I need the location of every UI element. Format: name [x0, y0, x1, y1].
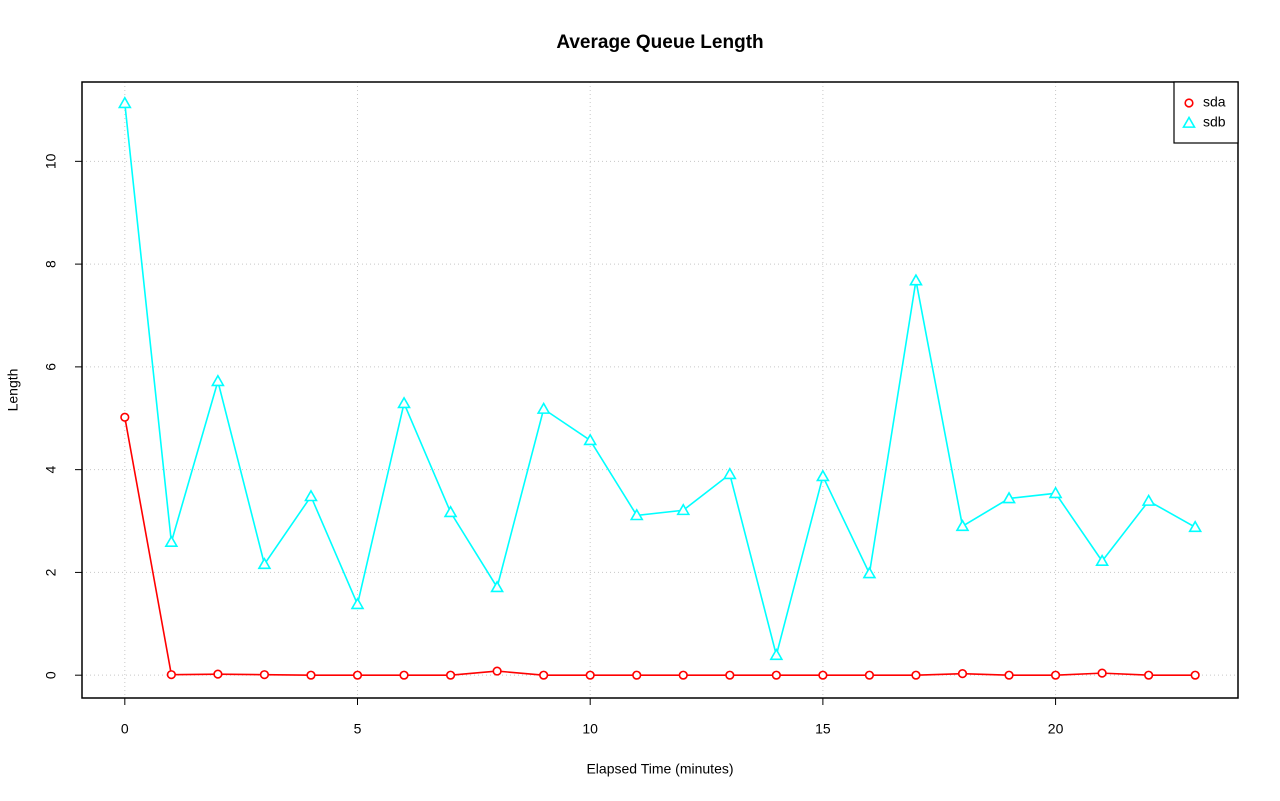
y-tick-label: 4: [43, 466, 59, 474]
plot-frame: [81, 81, 1239, 699]
y-axis-label: Length: [5, 369, 21, 412]
data-point: [166, 670, 176, 680]
data-point: [120, 412, 130, 422]
data-point: [911, 670, 921, 680]
data-point: [955, 519, 970, 532]
data-point: [1141, 493, 1156, 506]
data-point: [1190, 670, 1200, 680]
data-point: [352, 670, 363, 680]
y-tick-label: 10: [43, 153, 59, 169]
data-point: [676, 503, 691, 516]
x-tick-label: 5: [354, 721, 362, 737]
legend-marker: [1184, 98, 1194, 108]
data-point: [259, 670, 270, 680]
x-tick-label: 20: [1048, 721, 1064, 737]
data-point: [211, 374, 225, 387]
x-tick-label: 10: [582, 721, 598, 737]
data-point: [306, 670, 316, 680]
data-point: [399, 670, 409, 680]
plot-area: 0 5 10 15 20 0 2 4 6 8 10: [43, 82, 1238, 737]
data-point: [443, 505, 458, 518]
data-point: [629, 508, 644, 521]
x-tick-label: 0: [121, 721, 129, 737]
data-point: [536, 401, 551, 414]
data-point: [164, 534, 179, 548]
legend-label: sdb: [1203, 114, 1226, 130]
data-point: [864, 670, 875, 680]
data-point: [1144, 670, 1154, 680]
x-axis-label: Elapsed Time (minutes): [586, 761, 733, 777]
data-point: [539, 670, 549, 680]
series-line: [124, 417, 1196, 676]
legend-marker: [1182, 115, 1196, 128]
data-point: [1002, 491, 1016, 504]
data-point: [350, 597, 365, 610]
data-point: [445, 670, 456, 680]
data-point: [490, 580, 504, 593]
y-tick-label: 6: [43, 363, 59, 371]
data-point: [818, 670, 828, 680]
data-point: [304, 489, 318, 502]
data-point: [632, 670, 642, 680]
x-tick-label: 15: [815, 721, 831, 737]
data-point: [816, 469, 830, 482]
data-point: [492, 666, 502, 676]
data-point: [909, 273, 923, 286]
data-point: [769, 648, 784, 661]
data-point: [117, 96, 132, 109]
chart-title: Average Queue Length: [556, 32, 763, 53]
legend-label: sda: [1203, 94, 1226, 110]
data-point: [722, 467, 737, 480]
data-point: [397, 396, 411, 409]
y-tick-label: 2: [43, 568, 59, 576]
data-point: [213, 669, 223, 679]
data-point: [771, 670, 781, 680]
data-point: [957, 669, 968, 679]
y-tick-label: 8: [43, 260, 59, 268]
data-point: [862, 566, 877, 579]
data-point: [1048, 486, 1063, 499]
data-point: [585, 670, 595, 680]
data-point: [1050, 670, 1061, 680]
data-point: [257, 557, 272, 570]
data-point: [1095, 553, 1109, 567]
data-point: [1097, 668, 1107, 678]
data-point: [725, 670, 735, 680]
y-tick-label: 0: [43, 671, 59, 679]
legend-box: [1173, 81, 1239, 144]
data-point: [678, 670, 688, 680]
data-point: [1188, 520, 1203, 533]
series-line: [124, 103, 1196, 659]
data-point: [1004, 670, 1014, 680]
legend: sda sdb: [1173, 81, 1239, 144]
data-point: [583, 433, 598, 446]
